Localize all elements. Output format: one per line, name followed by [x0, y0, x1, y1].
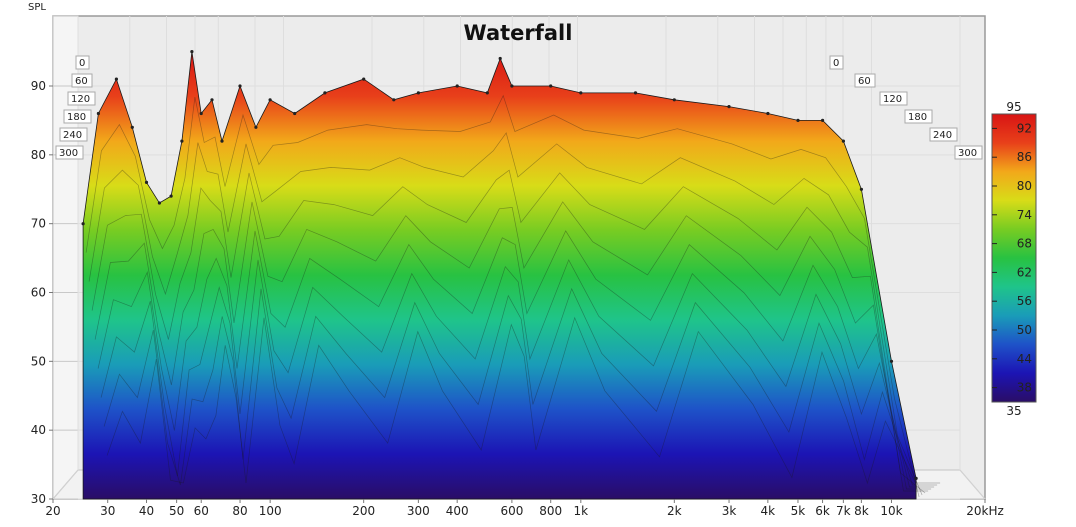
x-tick-label: 2k — [667, 504, 682, 518]
colorbar-tick-label: 95 — [1006, 100, 1021, 114]
colorbar-tick-label: 50 — [1017, 323, 1032, 337]
waterfall-fill — [83, 52, 916, 499]
x-tick-label: 80 — [232, 504, 247, 518]
data-point — [323, 91, 326, 94]
x-tick-label: 400 — [446, 504, 469, 518]
colorbar-tick-label: 68 — [1017, 237, 1032, 251]
x-tick-label: 1k — [574, 504, 589, 518]
data-point — [860, 188, 863, 191]
z-tick-label-left: 180 — [67, 112, 86, 123]
data-point — [115, 78, 118, 81]
data-point — [549, 84, 552, 87]
colorbar-tick-label: 44 — [1017, 352, 1032, 366]
x-tick-label: 800 — [539, 504, 562, 518]
y-tick-label: 90 — [31, 79, 46, 93]
data-point — [417, 91, 420, 94]
data-point — [634, 91, 637, 94]
z-tick-label-right: 60 — [858, 76, 871, 87]
colorbar-tick-label: 56 — [1017, 294, 1032, 308]
data-point — [238, 84, 241, 87]
colorbar-tick-label: 62 — [1017, 265, 1032, 279]
colorbar-tick-label: 86 — [1017, 150, 1032, 164]
x-tick-label: 60 — [194, 504, 209, 518]
data-point — [131, 126, 134, 129]
x-tick-label: 8k — [854, 504, 869, 518]
data-point — [254, 126, 257, 129]
data-point — [392, 98, 395, 101]
z-tick-label-left: 300 — [59, 148, 78, 159]
data-point — [190, 50, 193, 53]
z-tick-label-right: 120 — [883, 94, 902, 105]
x-tick-label: 100 — [259, 504, 282, 518]
x-tick-label: 600 — [500, 504, 523, 518]
x-tick-label: 30 — [100, 504, 115, 518]
x-tick-label: 3k — [722, 504, 737, 518]
chart-title: Waterfall — [464, 21, 573, 45]
data-point — [158, 201, 161, 204]
x-tick-label: 20kHz — [966, 504, 1004, 518]
data-point — [673, 98, 676, 101]
data-point — [486, 91, 489, 94]
x-tick-label: 7k — [836, 504, 851, 518]
data-point — [269, 98, 272, 101]
z-tick-label-right: 300 — [958, 148, 977, 159]
z-tick-label-left: 0 — [79, 58, 85, 69]
data-point — [362, 78, 365, 81]
data-point — [82, 222, 85, 225]
data-point — [890, 360, 893, 363]
data-point — [915, 477, 918, 480]
z-tick-label-left: 240 — [63, 130, 82, 141]
data-point — [145, 181, 148, 184]
data-point — [766, 112, 769, 115]
x-tick-label: 50 — [169, 504, 184, 518]
z-tick-label-right: 180 — [908, 112, 927, 123]
colorbar-tick-label: 35 — [1006, 404, 1021, 418]
y-tick-label: 50 — [31, 354, 46, 368]
colorbar-tick-label: 92 — [1017, 121, 1032, 135]
y-tick-label: 40 — [31, 423, 46, 437]
data-point — [727, 105, 730, 108]
x-tick-label: 4k — [761, 504, 776, 518]
data-point — [842, 140, 845, 143]
data-point — [210, 98, 213, 101]
colorbar-tick-label: 80 — [1017, 179, 1032, 193]
x-tick-label: 40 — [139, 504, 154, 518]
data-point — [220, 140, 223, 143]
data-point — [456, 84, 459, 87]
data-point — [499, 57, 502, 60]
data-point — [97, 112, 100, 115]
z-tick-label-right: 0 — [833, 58, 839, 69]
y-axis-label: SPL — [28, 2, 46, 13]
z-tick-label-right: 240 — [933, 130, 952, 141]
x-tick-label: 5k — [791, 504, 806, 518]
data-point — [200, 112, 203, 115]
z-tick-label-left: 120 — [71, 94, 90, 105]
y-tick-label: 30 — [31, 492, 46, 506]
data-point — [579, 91, 582, 94]
colorbar-tick-label: 74 — [1017, 208, 1032, 222]
data-point — [821, 119, 824, 122]
colorbar-tick-label: 38 — [1017, 381, 1032, 395]
data-point — [293, 112, 296, 115]
y-tick-label: 70 — [31, 217, 46, 231]
data-point — [796, 119, 799, 122]
data-point — [180, 140, 183, 143]
x-tick-label: 300 — [407, 504, 430, 518]
y-tick-label: 80 — [31, 148, 46, 162]
side-wall — [53, 16, 78, 499]
data-point — [510, 84, 513, 87]
x-tick-label: 10k — [880, 504, 902, 518]
data-point — [170, 195, 173, 198]
y-tick-label: 60 — [31, 286, 46, 300]
z-tick-label-left: 60 — [75, 76, 88, 87]
x-tick-label: 6k — [815, 504, 830, 518]
x-tick-label: 200 — [352, 504, 375, 518]
x-tick-label: 20 — [45, 504, 60, 518]
